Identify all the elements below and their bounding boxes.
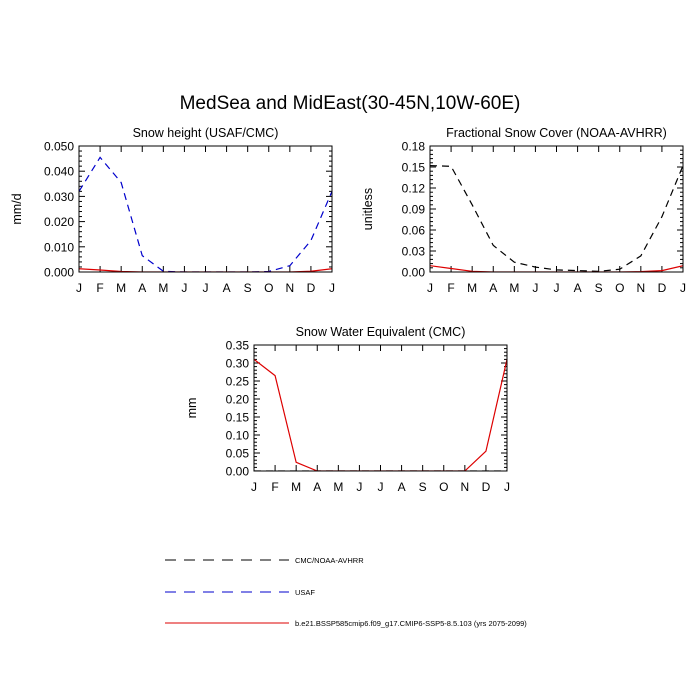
x-tick-label: J (76, 281, 82, 295)
y-tick-label: 0.25 (226, 375, 250, 389)
x-tick-label: A (489, 281, 497, 295)
x-tick-label: N (285, 281, 294, 295)
x-tick-label: M (291, 480, 301, 494)
x-tick-label: A (138, 281, 146, 295)
x-tick-label: O (264, 281, 273, 295)
legend-label: CMC/NOAA-AVHRR (295, 556, 364, 565)
legend-label: USAF (295, 588, 315, 597)
x-tick-label: A (313, 480, 321, 494)
x-tick-label: J (427, 281, 433, 295)
y-tick-label: 0.06 (402, 224, 426, 238)
legend: CMC/NOAA-AVHRR USAF b.e21.BSSP585cmip6.f09… (165, 556, 527, 628)
x-tick-label: F (271, 480, 278, 494)
panel-title: Snow Water Equivalent (CMC) (296, 325, 466, 339)
x-tick-label: J (532, 281, 538, 295)
x-tick-label: O (439, 480, 448, 494)
x-tick-label: M (116, 281, 126, 295)
y-tick-label: 0.040 (44, 165, 74, 179)
x-tick-label: A (398, 480, 406, 494)
x-tick-label: S (595, 281, 603, 295)
y-tick-label: 0.09 (402, 203, 426, 217)
y-axis-label: mm/d (10, 193, 24, 224)
x-tick-label: J (378, 480, 384, 494)
series-line-1 (79, 156, 332, 272)
panel-title: Fractional Snow Cover (NOAA-AVHRR) (446, 126, 667, 140)
y-tick-label: 0.05 (226, 447, 250, 461)
y-axis-label: unitless (361, 188, 375, 230)
y-tick-label: 0.030 (44, 190, 74, 204)
plot-frame (429, 145, 684, 273)
series-line-2 (254, 358, 507, 471)
y-tick-label: 0.20 (226, 393, 250, 407)
y-tick-label: 0.35 (226, 339, 250, 353)
y-tick-label: 0.15 (226, 411, 250, 425)
figure-title: MedSea and MidEast(30-45N,10W-60E) (179, 93, 521, 114)
x-tick-label: J (504, 480, 510, 494)
y-tick-label: 0.000 (44, 266, 74, 280)
y-tick-label: 0.18 (402, 140, 426, 154)
x-tick-label: S (419, 480, 427, 494)
x-tick-label: J (680, 281, 686, 295)
plot-frame (253, 344, 508, 472)
x-tick-label: D (307, 281, 316, 295)
x-tick-label: A (574, 281, 582, 295)
chart-panel-2: Fractional Snow Cover (NOAA-AVHRR) unitle… (361, 126, 686, 295)
plot-frame (78, 145, 333, 273)
x-tick-label: J (554, 281, 560, 295)
series-line-1 (430, 165, 683, 272)
y-tick-label: 0.00 (402, 266, 426, 280)
x-tick-label: J (203, 281, 209, 295)
y-tick-label: 0.050 (44, 140, 74, 154)
x-tick-label: N (636, 281, 645, 295)
y-tick-label: 0.00 (226, 465, 250, 479)
x-tick-label: M (509, 281, 519, 295)
x-tick-label: O (615, 281, 624, 295)
y-tick-label: 0.12 (402, 182, 426, 196)
x-tick-label: J (356, 480, 362, 494)
x-tick-label: F (96, 281, 103, 295)
x-tick-label: A (223, 281, 231, 295)
chart-panel-1: Snow height (USAF/CMC) mm/d 0.000 0.010 0.02… (10, 126, 335, 295)
panel-title: Snow height (USAF/CMC) (133, 126, 279, 140)
x-tick-label: J (251, 480, 257, 494)
y-tick-label: 0.10 (226, 429, 250, 443)
x-tick-label: D (482, 480, 491, 494)
x-tick-label: M (158, 281, 168, 295)
y-tick-label: 0.15 (402, 161, 426, 175)
y-tick-label: 0.03 (402, 245, 426, 259)
x-tick-label: F (447, 281, 454, 295)
y-axis-label: mm (185, 398, 199, 419)
x-tick-label: D (658, 281, 667, 295)
x-tick-label: J (329, 281, 335, 295)
legend-label: b.e21.BSSP585cmip6.f09_g17.CMIP6-SSP5-8.… (295, 619, 527, 628)
chart-panel-3: Snow Water Equivalent (CMC) mm 0.00 0.05 0.1… (185, 325, 510, 494)
x-tick-label: N (460, 480, 469, 494)
y-tick-label: 0.010 (44, 240, 74, 254)
x-tick-label: J (181, 281, 187, 295)
x-tick-label: M (333, 480, 343, 494)
y-tick-label: 0.020 (44, 215, 74, 229)
x-tick-label: M (467, 281, 477, 295)
x-tick-label: S (244, 281, 252, 295)
y-tick-label: 0.30 (226, 357, 250, 371)
